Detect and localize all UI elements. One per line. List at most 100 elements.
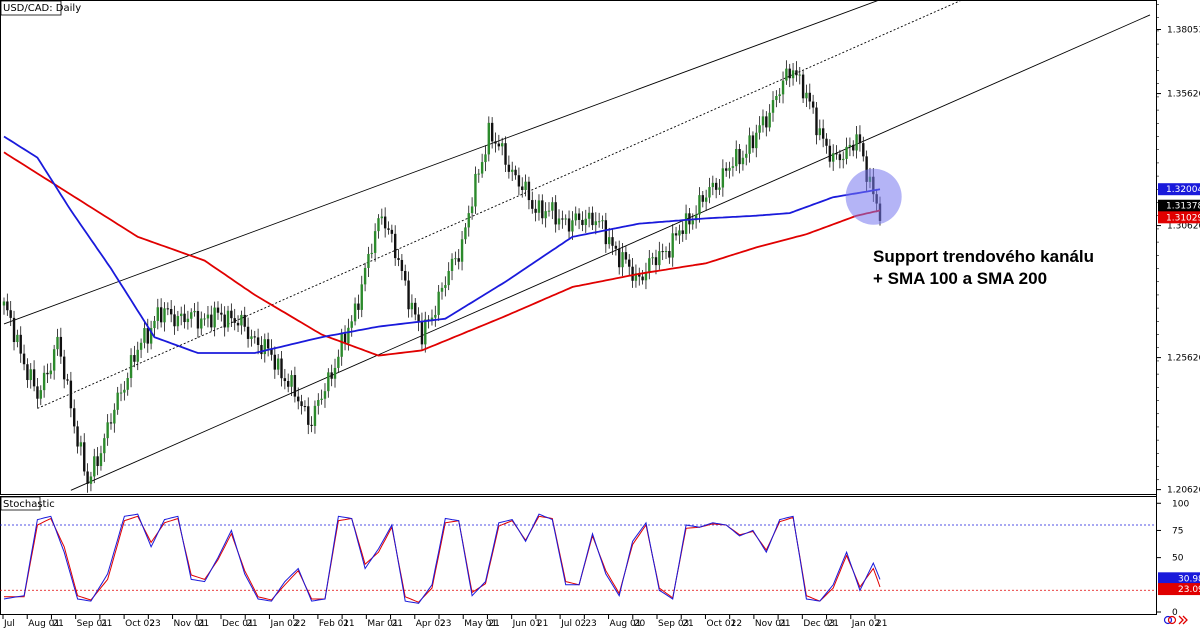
candle-body xyxy=(363,267,367,285)
candle xyxy=(838,149,842,169)
candle xyxy=(514,165,517,180)
candle xyxy=(544,202,547,228)
annotation-line-1: Support trendového kanálu xyxy=(873,247,1094,266)
candle-body xyxy=(12,317,16,343)
candle-body xyxy=(253,336,256,338)
candle xyxy=(417,307,420,332)
candle-body xyxy=(370,252,373,254)
candle-body xyxy=(36,386,39,399)
candle xyxy=(83,433,86,476)
sma200-badge: 1.31029 xyxy=(1166,213,1200,223)
candle xyxy=(831,144,835,171)
candle xyxy=(818,119,822,141)
candle-body xyxy=(852,144,855,151)
candle xyxy=(430,309,434,326)
candle-body xyxy=(450,258,454,271)
candle-body xyxy=(280,358,283,379)
layers-icon[interactable] xyxy=(1163,615,1177,625)
candle-body xyxy=(42,372,46,391)
time-tick-label: 21 xyxy=(246,619,257,628)
candle-body xyxy=(256,337,260,345)
candle-body xyxy=(597,221,601,223)
candle xyxy=(397,249,400,267)
candle-body xyxy=(119,392,123,394)
candle-body xyxy=(153,320,156,329)
candle xyxy=(684,204,688,240)
candle xyxy=(76,420,79,454)
candle xyxy=(230,303,233,328)
candle xyxy=(798,66,801,85)
candle-body xyxy=(711,182,715,188)
go-to-latest-icon[interactable] xyxy=(1178,615,1188,625)
candle xyxy=(404,264,407,286)
candle xyxy=(16,329,19,348)
candle-body xyxy=(821,128,825,139)
time-tick-label: 21 xyxy=(876,619,887,628)
candle-body xyxy=(213,307,216,328)
candle xyxy=(173,305,176,335)
price-pane xyxy=(0,0,1157,495)
candle-body xyxy=(360,284,363,310)
candle xyxy=(440,282,444,300)
candle-body xyxy=(728,167,731,171)
candle-body xyxy=(310,424,313,426)
candle xyxy=(52,344,56,380)
candle-body xyxy=(621,252,624,268)
candle xyxy=(96,447,99,476)
candle xyxy=(39,385,42,406)
candle-body xyxy=(511,169,514,172)
time-tick-label: 21 xyxy=(101,619,112,628)
candle-body xyxy=(236,322,240,326)
candle xyxy=(383,207,387,238)
candle xyxy=(567,210,571,240)
candle-body xyxy=(220,312,223,315)
sma100-badge: 1.32004 xyxy=(1166,185,1200,195)
candle-body xyxy=(838,154,842,161)
candle-body xyxy=(704,197,708,202)
candle xyxy=(500,137,504,156)
candle-body xyxy=(56,336,59,350)
candle-body xyxy=(19,334,22,354)
candle xyxy=(480,153,484,178)
candle-body xyxy=(263,339,266,355)
candle-body xyxy=(126,378,129,390)
candle xyxy=(795,61,798,82)
candle xyxy=(741,150,745,171)
candle xyxy=(250,329,253,347)
candle xyxy=(56,328,59,356)
candle-body xyxy=(320,398,323,400)
candle-body xyxy=(200,318,203,329)
candle xyxy=(517,167,521,196)
candle xyxy=(424,311,427,353)
candle-body xyxy=(163,308,166,323)
candle xyxy=(634,264,638,288)
candle xyxy=(524,174,527,197)
candle-body xyxy=(811,101,815,108)
candle-body xyxy=(223,314,226,328)
candle xyxy=(447,262,450,291)
candle xyxy=(735,140,738,172)
candle-body xyxy=(567,218,571,232)
candle xyxy=(159,298,163,328)
candle xyxy=(203,313,206,326)
candle-body xyxy=(230,310,233,319)
candle xyxy=(310,416,313,433)
candle-body xyxy=(343,333,347,344)
channel-line-dotted-2 xyxy=(37,0,963,409)
candle xyxy=(494,132,497,153)
candle xyxy=(86,463,89,493)
time-tick-label: Oct 02 xyxy=(125,619,155,628)
candle xyxy=(704,189,708,212)
time-tick-label: 23 xyxy=(585,619,596,628)
candle-body xyxy=(641,276,644,281)
candle-body xyxy=(437,291,440,315)
symbol-title: USD/CAD: Daily xyxy=(3,3,81,14)
candle-body xyxy=(500,143,504,147)
last-price-badge: 1.31378 xyxy=(1166,202,1200,212)
candle xyxy=(434,305,437,327)
candle-body xyxy=(484,154,487,163)
candle-body xyxy=(327,372,330,392)
candle xyxy=(594,212,598,235)
candle-body xyxy=(149,328,153,344)
candle xyxy=(845,137,848,165)
